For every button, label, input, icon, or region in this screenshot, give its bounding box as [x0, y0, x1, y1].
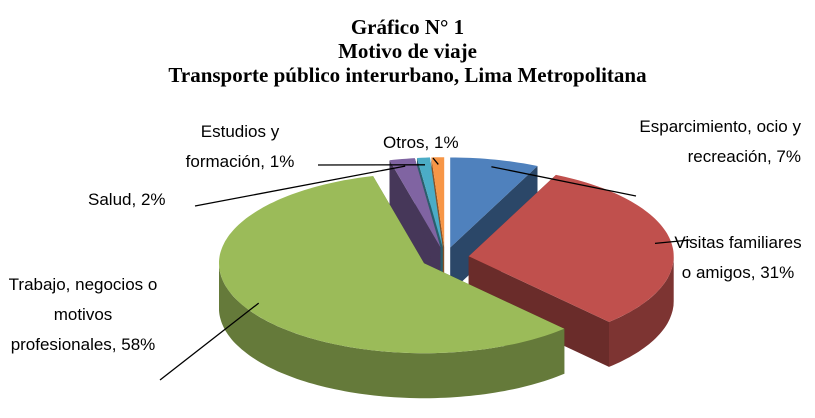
slice	[219, 176, 565, 354]
value-label: 31%	[760, 263, 795, 282]
slice	[450, 157, 538, 248]
data-label: Visitas familiares o amigos, 31%	[668, 228, 808, 288]
value-label: 58%	[121, 335, 156, 354]
data-label: Salud, 2%	[88, 185, 198, 215]
slice-side	[389, 160, 441, 293]
leader-line	[491, 166, 637, 197]
slice	[431, 157, 445, 248]
category-label: Otros,	[383, 133, 430, 152]
value-label: 1%	[269, 152, 295, 171]
data-label: Trabajo, negocios o motivos profesionale…	[8, 270, 158, 360]
value-label: 1%	[434, 133, 459, 152]
category-label: Esparcimiento, ocio y recreación,	[639, 117, 801, 166]
leader-line	[159, 302, 260, 381]
data-label: Otros, 1%	[383, 128, 493, 158]
data-label: Estudios y formación, 1%	[165, 117, 315, 177]
category-label: Trabajo, negocios o motivos profesionale…	[8, 275, 158, 354]
category-label: Estudios y formación,	[185, 122, 280, 171]
slice	[468, 174, 674, 322]
value-label: 7%	[776, 147, 801, 166]
chart-subtitle: Motivo de viaje	[338, 39, 477, 63]
leader-line	[432, 157, 439, 165]
chart-title: Gráfico N° 1	[350, 15, 465, 39]
slice-wall	[219, 263, 565, 399]
leader-line	[194, 165, 406, 207]
value-label: 2%	[140, 190, 166, 209]
category-label: Visitas familiares o amigos,	[674, 233, 802, 282]
slice-side	[468, 256, 609, 367]
category-label: Salud,	[88, 190, 137, 209]
chart-subtitle: Transporte público interurbano, Lima Met…	[168, 63, 647, 87]
slice-wall	[609, 256, 674, 367]
slice	[389, 158, 441, 248]
data-label: Esparcimiento, ocio y recreación, 7%	[626, 112, 801, 172]
slice	[417, 157, 443, 248]
leader-line	[654, 239, 691, 245]
